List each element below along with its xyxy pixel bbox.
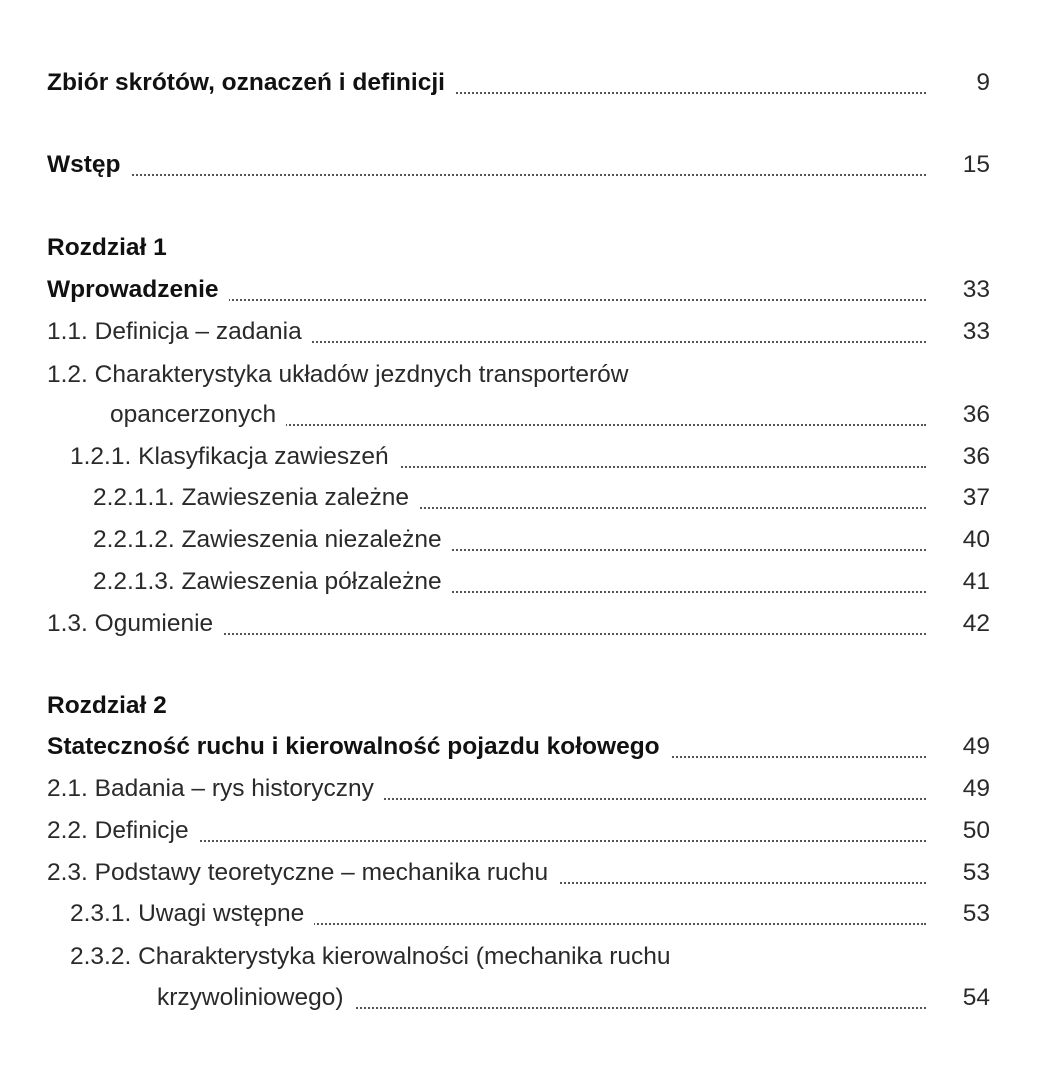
- toc-entry: 2.3.1. Uwagi wstępne 53: [0, 893, 1054, 935]
- dot-leader: [67, 172, 926, 176]
- toc-page-number: 15: [962, 151, 990, 178]
- toc-entry: Stateczność ruchu i kierowalność pojazdu…: [0, 726, 1054, 768]
- toc-entry-title: 1.2.1. Klasyfikacja zawieszeń: [70, 436, 399, 478]
- toc-entry-title: Zbiór skrótów, oznaczeń i definicji: [47, 62, 455, 104]
- dot-leader: [90, 464, 926, 468]
- toc-entry-title: 1.3. Ogumienie: [47, 603, 224, 645]
- toc-entry: Wprowadzenie 33: [0, 269, 1054, 311]
- toc-entry-title: 2.3.2. Charakterystyka kierowalności (me…: [70, 936, 681, 978]
- toc-entry: 1.2.1. Klasyfikacja zawieszeń 36: [0, 436, 1054, 478]
- dot-leader: [113, 589, 926, 593]
- toc-entry-title: 1.1. Definicja – zadania: [47, 311, 312, 353]
- dot-leader: [130, 422, 926, 426]
- chapter-heading: Rozdział 2: [0, 685, 1054, 727]
- toc-page-number: 36: [962, 401, 990, 428]
- toc-page-number: 53: [962, 900, 990, 927]
- dot-leader: [113, 505, 926, 509]
- toc-entry-title: 2.2. Definicje: [47, 810, 199, 852]
- dot-leader: [67, 631, 926, 635]
- toc-entry: 2.3.2. Charakterystyka kierowalności (me…: [0, 936, 1054, 978]
- dot-leader: [67, 796, 926, 800]
- toc-entry-title: Rozdział 1: [47, 227, 177, 269]
- toc-page-number: 36: [962, 443, 990, 470]
- toc-entry: 1.2. Charakterystyka układów jezdnych tr…: [0, 354, 1054, 396]
- toc-page-number: 37: [962, 484, 990, 511]
- dot-leader: [67, 838, 926, 842]
- toc-entry-title: 1.2. Charakterystyka układów jezdnych tr…: [47, 354, 639, 396]
- toc-page-number: 49: [962, 733, 990, 760]
- toc-entry: 2.2. Definicje 50: [0, 810, 1054, 852]
- toc-entry-title: 2.2.1.2. Zawieszenia niezależne: [93, 519, 452, 561]
- toc-entry-title: Wstęp: [47, 144, 131, 186]
- toc-page-number: 41: [962, 568, 990, 595]
- toc-page-number: 40: [962, 526, 990, 553]
- toc-entry-title: Stateczność ruchu i kierowalność pojazdu…: [47, 726, 670, 768]
- toc-page-number: 33: [962, 318, 990, 345]
- toc-page-number: 53: [962, 859, 990, 886]
- toc-entry-title: Wprowadzenie: [47, 269, 229, 311]
- toc-entry: Zbiór skrótów, oznaczeń i definicji 9: [0, 62, 1054, 104]
- toc-entry-title: krzywoliniowego): [157, 977, 354, 1019]
- toc-entry-title: 2.2.1.1. Zawieszenia zależne: [93, 477, 419, 519]
- dot-leader: [67, 339, 926, 343]
- chapter-heading: Rozdział 1: [0, 227, 1054, 269]
- toc-entry-title: opancerzonych: [110, 394, 287, 436]
- toc-page-number: 49: [962, 775, 990, 802]
- toc-entry: 1.1. Definicja – zadania 33: [0, 311, 1054, 353]
- toc-entry: Wstęp 15: [0, 144, 1054, 186]
- dot-leader: [67, 297, 926, 301]
- toc-entry: 2.2.1.2. Zawieszenia niezależne 40: [0, 519, 1054, 561]
- toc-entry: 1.3. Ogumienie 42: [0, 603, 1054, 645]
- toc-entry-title: 2.3. Podstawy teoretyczne – mechanika ru…: [47, 852, 559, 894]
- toc-entry: 2.2.1.3. Zawieszenia półzależne 41: [0, 561, 1054, 603]
- toc-entry-continuation: krzywoliniowego) 54: [0, 977, 1054, 1019]
- toc-entry-continuation: opancerzonych 36: [0, 394, 1054, 436]
- toc-page-number: 54: [962, 984, 990, 1011]
- toc-entry: 2.2.1.1. Zawieszenia zależne 37: [0, 477, 1054, 519]
- toc-entry-title: Rozdział 2: [47, 685, 177, 727]
- toc-page-number: 42: [962, 610, 990, 637]
- toc-page-number: 50: [962, 817, 990, 844]
- toc-entry-title: 2.2.1.3. Zawieszenia półzależne: [93, 561, 452, 603]
- dot-leader: [113, 547, 926, 551]
- toc-entry: 2.3. Podstawy teoretyczne – mechanika ru…: [0, 852, 1054, 894]
- toc-entry-title: 2.3.1. Uwagi wstępne: [70, 893, 315, 935]
- toc-page-number: 33: [962, 276, 990, 303]
- toc-entry-title: 2.1. Badania – rys historyczny: [47, 768, 384, 810]
- dot-leader: [67, 90, 926, 94]
- toc-entry: 2.1. Badania – rys historyczny 49: [0, 768, 1054, 810]
- dot-leader: [90, 921, 926, 925]
- toc-page-number: 9: [976, 69, 990, 96]
- dot-leader: [177, 1005, 926, 1009]
